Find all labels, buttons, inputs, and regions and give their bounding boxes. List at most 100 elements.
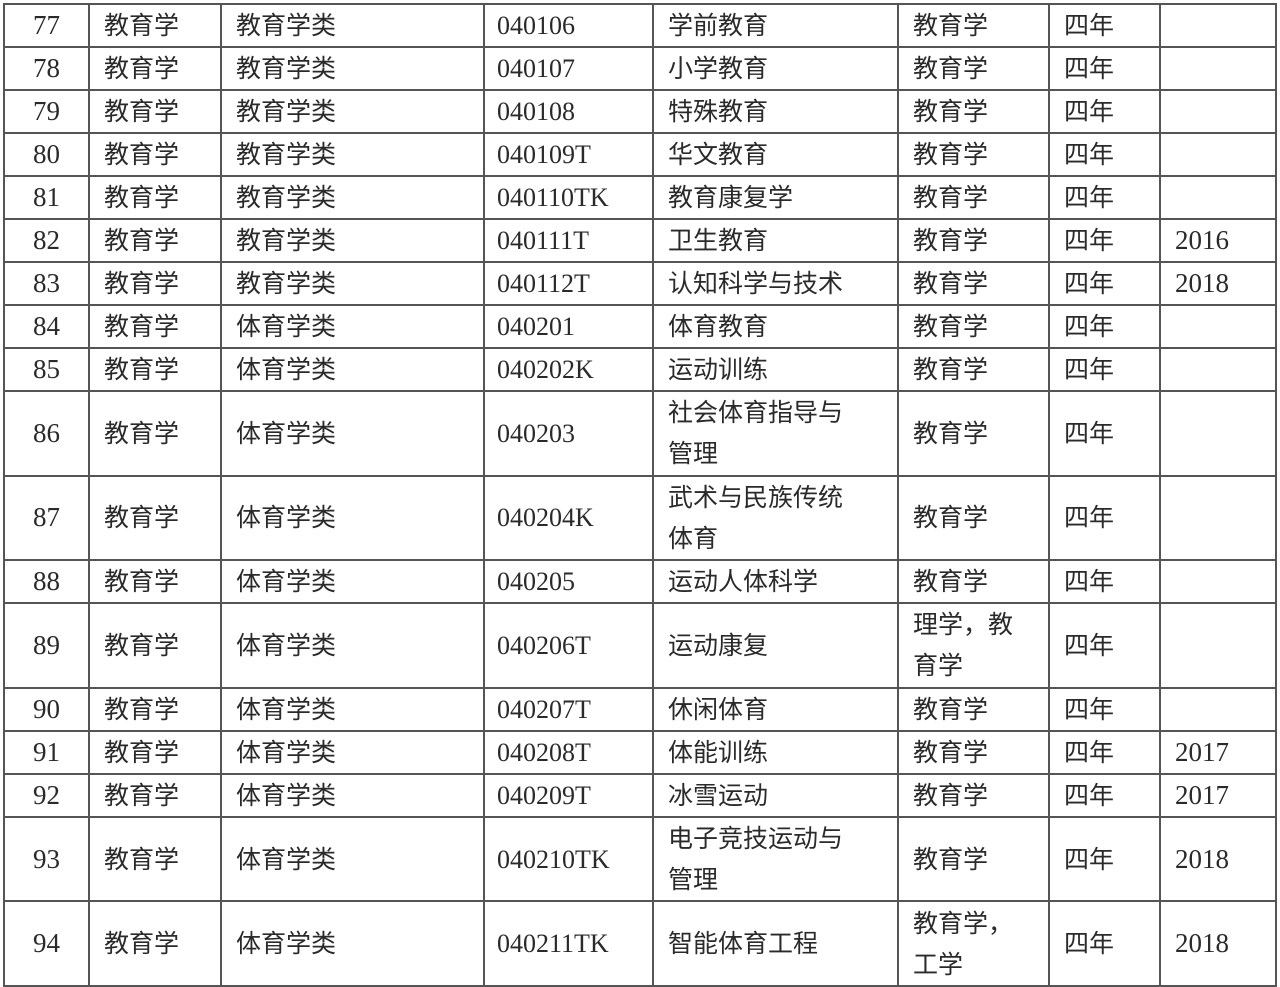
discipline-category: 教育学 bbox=[88, 729, 222, 775]
degree-type: 教育学 bbox=[897, 347, 1050, 392]
study-years: 四年 bbox=[1048, 815, 1161, 903]
study-years: 四年 bbox=[1048, 175, 1161, 220]
discipline-class: 体育学类 bbox=[220, 602, 485, 689]
row-number: 77 bbox=[3, 3, 90, 48]
row-number: 84 bbox=[3, 304, 90, 349]
table-row: 87 教育学 体育学类 040204K 武术与民族传统体育 教育学 四年 bbox=[3, 474, 1277, 562]
row-number: 82 bbox=[3, 218, 90, 263]
degree-type: 教育学 bbox=[897, 175, 1050, 220]
major-catalog-table: 77 教育学 教育学类 040106 学前教育 教育学 四年 78 教育学 教育学类 040107 小… bbox=[3, 3, 1277, 987]
major-name: 体育教育 bbox=[652, 304, 899, 349]
degree-type: 教育学 bbox=[897, 686, 1050, 732]
year-added bbox=[1159, 390, 1277, 477]
discipline-category: 教育学 bbox=[88, 89, 222, 134]
study-years: 四年 bbox=[1048, 772, 1161, 818]
degree-type: 教育学 bbox=[897, 132, 1050, 177]
year-added: 2017 bbox=[1159, 729, 1277, 775]
discipline-class: 教育学类 bbox=[220, 46, 485, 91]
degree-type: 教育学 bbox=[897, 46, 1050, 91]
discipline-category: 教育学 bbox=[88, 132, 222, 177]
study-years: 四年 bbox=[1048, 46, 1161, 91]
discipline-class: 体育学类 bbox=[220, 347, 485, 392]
discipline-category: 教育学 bbox=[88, 261, 222, 306]
table-row: 94 教育学 体育学类 040211TK 智能体育工程 教育学，工学 四年 2018 bbox=[3, 900, 1277, 987]
major-name: 小学教育 bbox=[652, 46, 899, 91]
major-name: 华文教育 bbox=[652, 132, 899, 177]
major-code: 040204K bbox=[483, 474, 654, 562]
degree-type: 教育学 bbox=[897, 89, 1050, 134]
row-number: 90 bbox=[3, 686, 90, 732]
discipline-category: 教育学 bbox=[88, 815, 222, 903]
table-row: 77 教育学 教育学类 040106 学前教育 教育学 四年 bbox=[3, 3, 1277, 48]
table-row: 92 教育学 体育学类 040209T 冰雪运动 教育学 四年 2017 bbox=[3, 772, 1277, 818]
discipline-category: 教育学 bbox=[88, 347, 222, 392]
degree-type: 教育学 bbox=[897, 3, 1050, 48]
discipline-class: 体育学类 bbox=[220, 390, 485, 477]
major-name: 电子竞技运动与管理 bbox=[652, 815, 899, 903]
row-number: 92 bbox=[3, 772, 90, 818]
row-number: 79 bbox=[3, 89, 90, 134]
degree-type: 教育学，工学 bbox=[897, 900, 1050, 987]
table-row: 84 教育学 体育学类 040201 体育教育 教育学 四年 bbox=[3, 304, 1277, 349]
year-added bbox=[1159, 686, 1277, 732]
degree-type: 教育学 bbox=[897, 218, 1050, 263]
discipline-category: 教育学 bbox=[88, 46, 222, 91]
table-row: 82 教育学 教育学类 040111T 卫生教育 教育学 四年 2016 bbox=[3, 218, 1277, 263]
year-added bbox=[1159, 559, 1277, 605]
major-name: 智能体育工程 bbox=[652, 900, 899, 987]
study-years: 四年 bbox=[1048, 218, 1161, 263]
degree-type: 教育学 bbox=[897, 304, 1050, 349]
major-code: 040207T bbox=[483, 686, 654, 732]
degree-type: 教育学 bbox=[897, 815, 1050, 903]
row-number: 78 bbox=[3, 46, 90, 91]
major-code: 040110TK bbox=[483, 175, 654, 220]
degree-type: 教育学 bbox=[897, 559, 1050, 605]
major-name: 运动人体科学 bbox=[652, 559, 899, 605]
table-row: 93 教育学 体育学类 040210TK 电子竞技运动与管理 教育学 四年 2018 bbox=[3, 815, 1277, 903]
year-added: 2018 bbox=[1159, 900, 1277, 987]
study-years: 四年 bbox=[1048, 132, 1161, 177]
discipline-category: 教育学 bbox=[88, 3, 222, 48]
discipline-category: 教育学 bbox=[88, 175, 222, 220]
major-code: 040107 bbox=[483, 46, 654, 91]
major-code: 040208T bbox=[483, 729, 654, 775]
table-row: 85 教育学 体育学类 040202K 运动训练 教育学 四年 bbox=[3, 347, 1277, 392]
row-number: 89 bbox=[3, 602, 90, 689]
major-name: 学前教育 bbox=[652, 3, 899, 48]
table-row: 91 教育学 体育学类 040208T 体能训练 教育学 四年 2017 bbox=[3, 729, 1277, 775]
year-added bbox=[1159, 46, 1277, 91]
table-row: 83 教育学 教育学类 040112T 认知科学与技术 教育学 四年 2018 bbox=[3, 261, 1277, 306]
major-code: 040201 bbox=[483, 304, 654, 349]
degree-type: 理学，教育学 bbox=[897, 602, 1050, 689]
major-name: 特殊教育 bbox=[652, 89, 899, 134]
row-number: 83 bbox=[3, 261, 90, 306]
discipline-class: 教育学类 bbox=[220, 89, 485, 134]
degree-type: 教育学 bbox=[897, 390, 1050, 477]
row-number: 85 bbox=[3, 347, 90, 392]
year-added bbox=[1159, 132, 1277, 177]
major-code: 040206T bbox=[483, 602, 654, 689]
row-number: 86 bbox=[3, 390, 90, 477]
major-name: 社会体育指导与管理 bbox=[652, 390, 899, 477]
major-name: 冰雪运动 bbox=[652, 772, 899, 818]
discipline-class: 教育学类 bbox=[220, 175, 485, 220]
discipline-class: 体育学类 bbox=[220, 686, 485, 732]
major-code: 040108 bbox=[483, 89, 654, 134]
degree-type: 教育学 bbox=[897, 261, 1050, 306]
table-row: 81 教育学 教育学类 040110TK 教育康复学 教育学 四年 bbox=[3, 175, 1277, 220]
discipline-category: 教育学 bbox=[88, 686, 222, 732]
discipline-category: 教育学 bbox=[88, 559, 222, 605]
discipline-category: 教育学 bbox=[88, 304, 222, 349]
major-name: 认知科学与技术 bbox=[652, 261, 899, 306]
table-row: 78 教育学 教育学类 040107 小学教育 教育学 四年 bbox=[3, 46, 1277, 91]
major-name: 卫生教育 bbox=[652, 218, 899, 263]
discipline-class: 体育学类 bbox=[220, 559, 485, 605]
degree-type: 教育学 bbox=[897, 729, 1050, 775]
study-years: 四年 bbox=[1048, 89, 1161, 134]
study-years: 四年 bbox=[1048, 900, 1161, 987]
table-row: 89 教育学 体育学类 040206T 运动康复 理学，教育学 四年 bbox=[3, 602, 1277, 689]
major-code: 040112T bbox=[483, 261, 654, 306]
discipline-class: 体育学类 bbox=[220, 729, 485, 775]
major-code: 040205 bbox=[483, 559, 654, 605]
year-added bbox=[1159, 474, 1277, 562]
